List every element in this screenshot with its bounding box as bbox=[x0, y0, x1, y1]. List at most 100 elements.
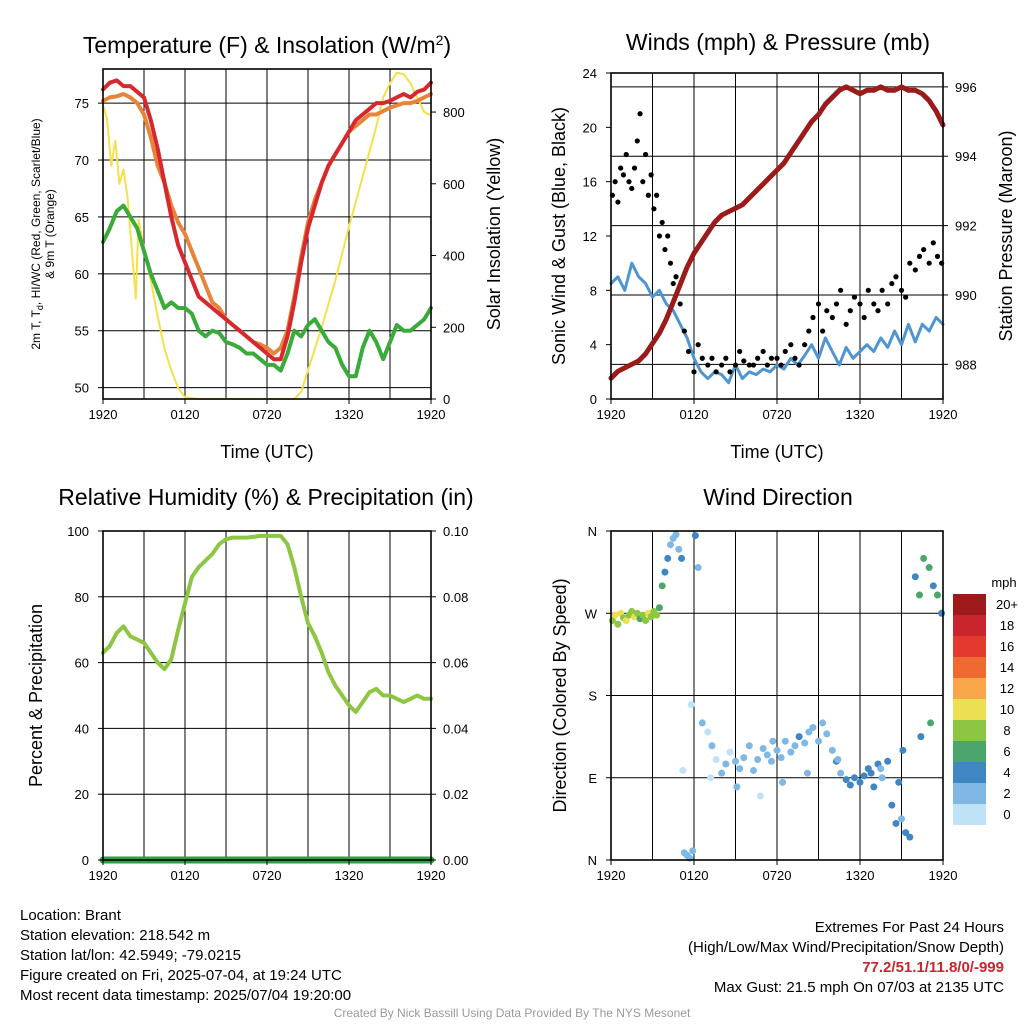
gust-point bbox=[713, 369, 719, 375]
x-tick-label: 1320 bbox=[335, 407, 364, 422]
gust-point bbox=[685, 348, 692, 355]
y-tick-label: 0 bbox=[590, 392, 597, 407]
gust-point bbox=[656, 233, 663, 239]
direction-point bbox=[722, 760, 730, 768]
direction-point bbox=[763, 751, 771, 759]
direction-point bbox=[860, 772, 868, 780]
x-tick-label: 1920 bbox=[417, 868, 446, 883]
pressure-line bbox=[608, 84, 946, 381]
colorbar-label: 16 bbox=[1000, 639, 1014, 654]
direction-point bbox=[694, 564, 702, 572]
colorbar-swatch bbox=[953, 804, 986, 825]
y-axis-label-line2: & 9m T (Orange) bbox=[43, 189, 57, 279]
colorbar-swatch bbox=[953, 741, 986, 762]
gust-point bbox=[691, 369, 697, 375]
x-tick-label: 0120 bbox=[680, 868, 709, 883]
direction-point bbox=[837, 769, 845, 777]
gust-point bbox=[746, 362, 752, 368]
gust-point bbox=[843, 321, 849, 327]
y-tick-label-right: 988 bbox=[955, 357, 977, 372]
x-tick-label: 1920 bbox=[929, 868, 958, 883]
gust-point bbox=[620, 172, 627, 178]
direction-point bbox=[740, 754, 748, 762]
y-tick-label: 50 bbox=[75, 381, 89, 396]
y-tick-label-right: 200 bbox=[443, 320, 465, 335]
direction-point bbox=[884, 757, 892, 765]
direction-point bbox=[689, 847, 697, 855]
y-tick-label: 8 bbox=[590, 283, 597, 298]
extremes-subtitle: (High/Low/Max Wind/Precipitation/Snow De… bbox=[688, 939, 1004, 956]
gust-point bbox=[778, 362, 784, 368]
y-tick-label: 12 bbox=[583, 229, 597, 244]
direction-point bbox=[906, 833, 914, 841]
y-tick-label: 65 bbox=[75, 210, 89, 225]
gust-point bbox=[788, 342, 794, 348]
y-tick-label: 60 bbox=[75, 267, 89, 282]
colorbar-label: 10 bbox=[1000, 702, 1014, 717]
direction-point bbox=[633, 609, 641, 617]
direction-point bbox=[902, 829, 910, 837]
gust-point bbox=[681, 328, 687, 334]
gust-point bbox=[824, 308, 830, 314]
gust-point bbox=[642, 151, 649, 158]
y-tick-label-right: 400 bbox=[443, 249, 465, 264]
gust-point bbox=[651, 206, 657, 212]
colorbar-swatch bbox=[953, 678, 986, 699]
latlon-text: Station lat/lon: 42.5949; -79.0215 bbox=[20, 947, 242, 964]
colorbar-label: 0 bbox=[1003, 807, 1010, 822]
direction-point bbox=[622, 617, 630, 625]
direction-point bbox=[803, 769, 811, 777]
gust-point bbox=[723, 355, 729, 361]
direction-point bbox=[773, 746, 781, 754]
gust-point bbox=[709, 355, 715, 361]
gust-point bbox=[618, 165, 624, 171]
x-tick-label: 1920 bbox=[89, 407, 118, 422]
gust-point bbox=[885, 301, 891, 307]
x-tick-label: 1320 bbox=[335, 868, 364, 883]
gust-point bbox=[907, 260, 913, 266]
direction-point bbox=[733, 783, 741, 791]
direction-point bbox=[856, 778, 864, 786]
y-tick-label: 60 bbox=[75, 656, 89, 671]
location-text: Location: Brant bbox=[20, 907, 121, 924]
y-tick-label-right: 0.06 bbox=[443, 656, 468, 671]
gust-point bbox=[774, 355, 780, 361]
x-tick-label: 1920 bbox=[417, 407, 446, 422]
colorbar-label: 20+ bbox=[996, 597, 1018, 612]
colorbar-label: 4 bbox=[1003, 765, 1010, 780]
gust-point bbox=[634, 138, 640, 144]
y-tick-label: 24 bbox=[583, 66, 597, 81]
direction-point bbox=[846, 781, 854, 789]
panel-2: Winds (mph) & Pressure (mb) 1920 0120 0720 1… bbox=[549, 29, 1016, 462]
y-tick-label: 100 bbox=[67, 524, 89, 539]
x-tick-label: 1320 bbox=[846, 407, 875, 422]
gust-point bbox=[893, 274, 899, 280]
y-tick-label-right: 800 bbox=[443, 105, 465, 120]
direction-point bbox=[925, 564, 933, 572]
direction-point bbox=[929, 582, 937, 590]
direction-point bbox=[745, 742, 753, 750]
x-tick-label: 1920 bbox=[597, 407, 626, 422]
gust-point bbox=[810, 314, 816, 321]
x-tick-label: 0720 bbox=[253, 868, 282, 883]
direction-point bbox=[642, 617, 650, 625]
y-tick-label: W bbox=[585, 606, 598, 621]
x-axis-label: Time (UTC) bbox=[730, 442, 823, 462]
extremes-values: 77.2/51.1/11.8/0/-999 bbox=[862, 959, 1004, 976]
x-tick-label: 1920 bbox=[929, 407, 958, 422]
direction-point bbox=[712, 755, 720, 763]
colorbar-swatch bbox=[953, 594, 986, 615]
direction-point bbox=[698, 719, 706, 727]
gust-point bbox=[615, 199, 621, 205]
y-tick-label: 75 bbox=[75, 96, 89, 111]
gust-point bbox=[903, 294, 909, 300]
gust-point bbox=[889, 280, 895, 287]
x-tick-label: 0720 bbox=[763, 407, 792, 422]
direction-point bbox=[842, 776, 850, 784]
gust-point bbox=[930, 240, 936, 246]
gust-point bbox=[727, 369, 733, 375]
y-tick-label: 20 bbox=[583, 120, 597, 135]
direction-point bbox=[801, 739, 809, 747]
y-axis-label: Sonic Wind & Gust (Blue, Black) bbox=[549, 107, 569, 365]
direction-point bbox=[787, 748, 795, 756]
